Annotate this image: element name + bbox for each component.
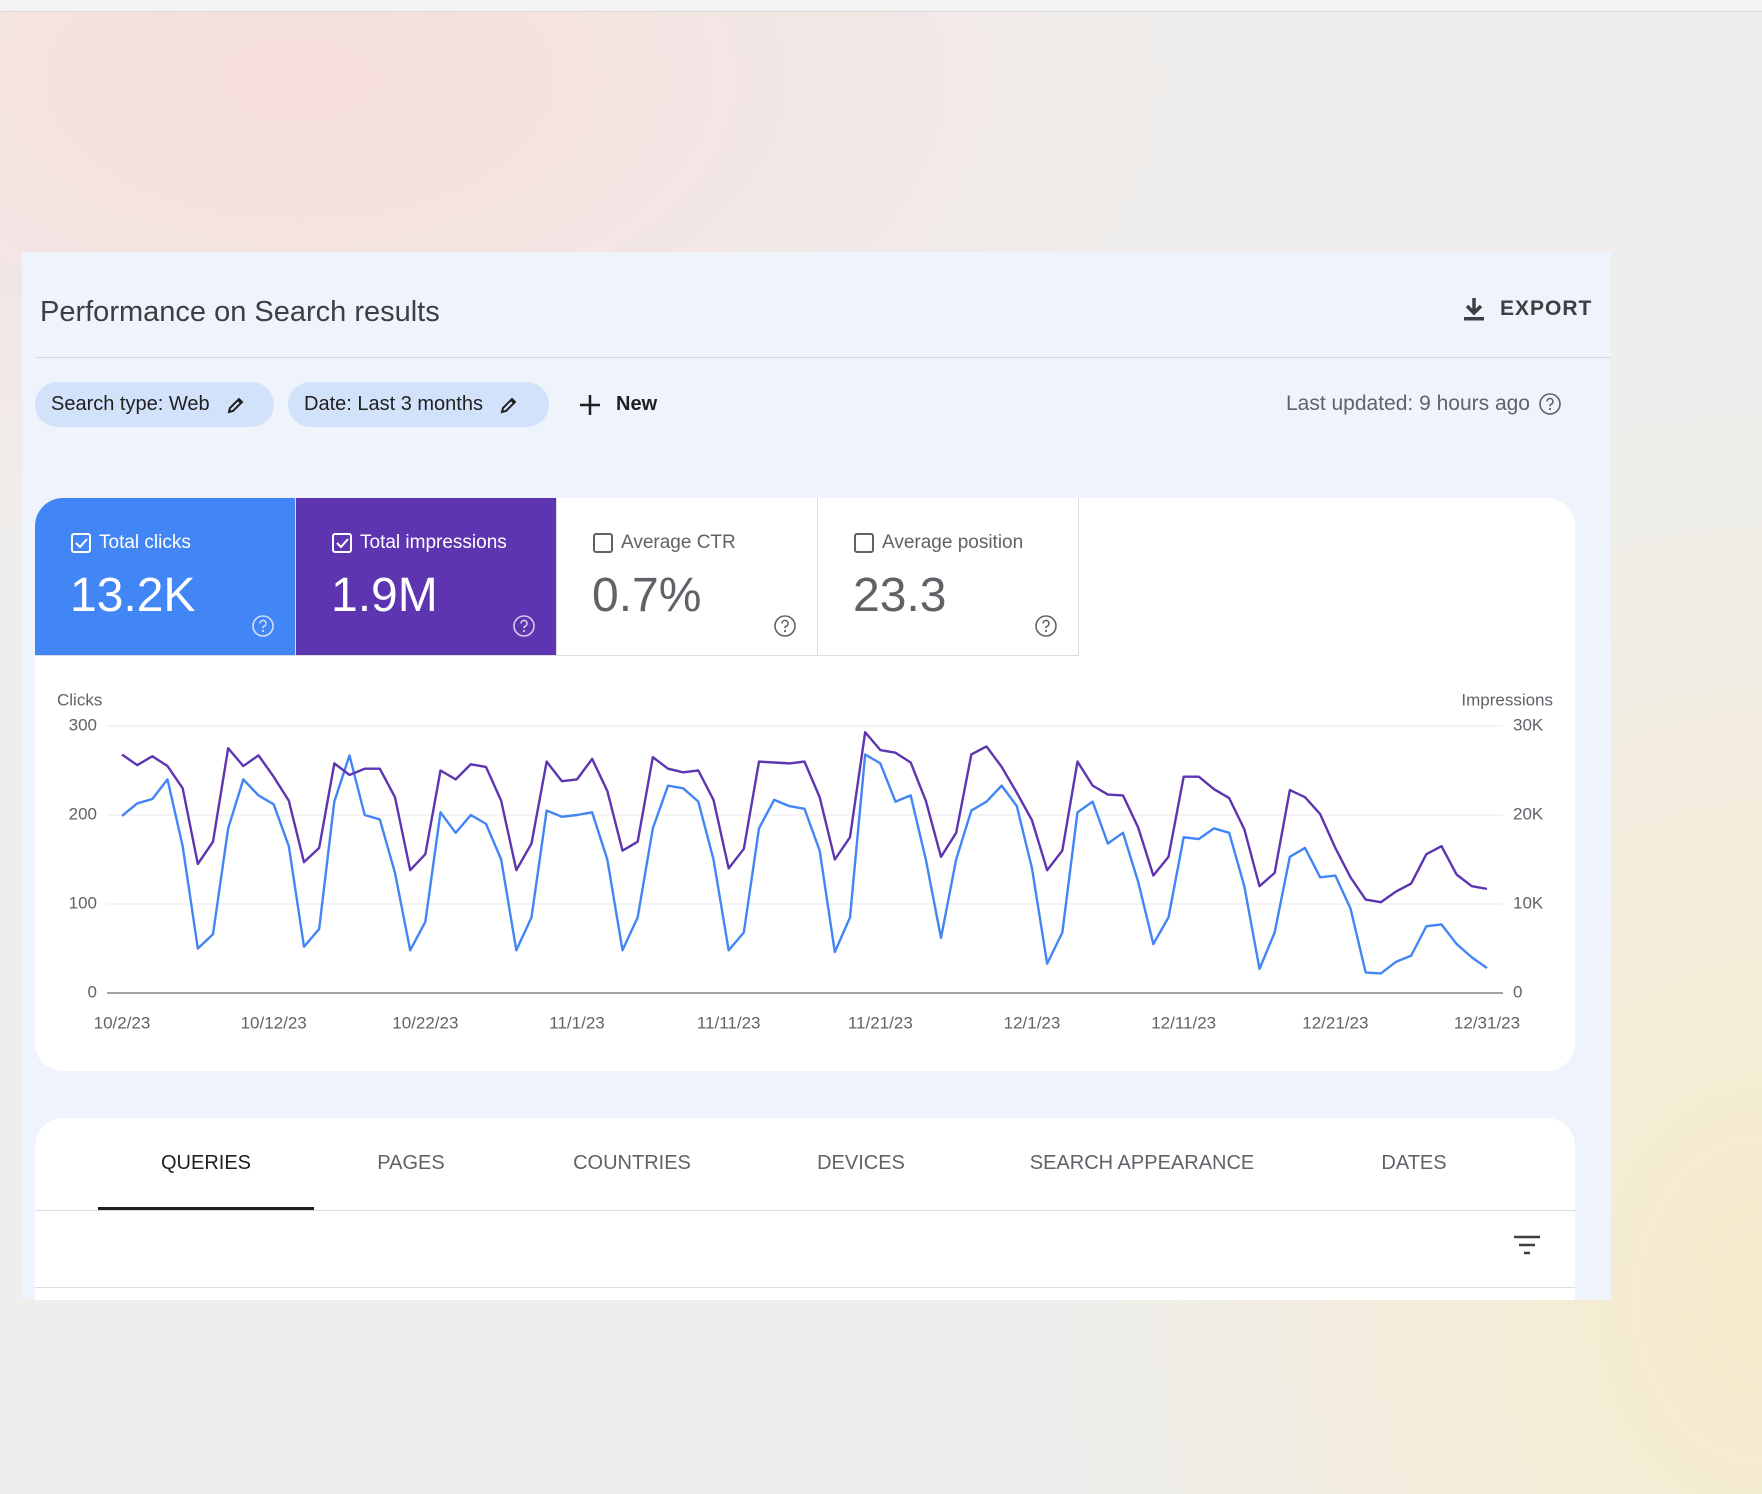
- tab[interactable]: DATES: [1381, 1152, 1447, 1174]
- help-dot: [783, 629, 787, 633]
- x-tick-label: 11/11/23: [697, 1013, 761, 1032]
- filter-icon[interactable]: [1513, 1234, 1541, 1256]
- x-tick-label: 11/21/23: [848, 1013, 913, 1032]
- help-mark: [259, 619, 267, 629]
- y-tick-label: 300: [69, 715, 97, 734]
- metric-value: 13.2K: [70, 569, 196, 622]
- y2-tick-label: 0: [1513, 982, 1522, 1001]
- x-tick-label: 10/2/23: [94, 1013, 151, 1032]
- help-circle: [1035, 615, 1057, 637]
- help-circle: [513, 615, 535, 637]
- series-line: [121, 731, 1488, 904]
- tab-underline: [98, 1207, 314, 1210]
- edit-icon: [227, 397, 244, 413]
- new-label: New: [616, 393, 658, 415]
- metric-label: Total impressions: [360, 532, 507, 553]
- y2-tick-label: 30K: [1513, 715, 1544, 734]
- y2-axis-label: Impressions: [1461, 690, 1553, 709]
- tab[interactable]: SEARCH APPEARANCE: [1029, 1152, 1255, 1174]
- new-filter-button[interactable]: New: [578, 382, 657, 427]
- tab[interactable]: QUERIES: [160, 1152, 252, 1174]
- x-tick-label: 10/12/23: [241, 1013, 307, 1032]
- checkbox-box: [71, 533, 91, 553]
- top-bar: [0, 0, 1762, 12]
- metric-value: 0.7%: [592, 569, 702, 622]
- metric-label: Average CTR: [621, 532, 736, 553]
- filter-chip[interactable]: Date: Last 3 months: [288, 382, 549, 427]
- checkbox-box: [593, 533, 613, 553]
- x-tick-label: 11/1/23: [549, 1013, 604, 1032]
- help-mark: [781, 619, 789, 629]
- last-updated-text: Last updated: 9 hours ago: [1285, 392, 1530, 415]
- tab-divider: [35, 1210, 1575, 1211]
- divider: [35, 357, 1611, 358]
- y-tick-label: 200: [69, 804, 97, 823]
- help-icon[interactable]: [251, 614, 275, 638]
- help-icon[interactable]: [512, 614, 536, 638]
- x-tick-label: 10/22/23: [392, 1013, 458, 1032]
- metric-value: 1.9M: [331, 569, 438, 622]
- checkbox-box: [854, 533, 874, 553]
- help-icon[interactable]: [773, 614, 797, 638]
- y2-tick-label: 10K: [1513, 893, 1544, 912]
- export-label: EXPORT: [1500, 297, 1593, 320]
- x-tick-label: 12/1/23: [1004, 1013, 1061, 1032]
- y-axis-label: Clicks: [57, 690, 102, 709]
- metric-card[interactable]: Average CTR 0.7%: [557, 498, 818, 656]
- help-dot: [261, 629, 265, 633]
- help-circle: [252, 615, 274, 637]
- table-divider: [35, 1287, 1575, 1288]
- chip-label: Date: Last 3 months: [304, 393, 483, 415]
- help-icon[interactable]: [1034, 614, 1058, 638]
- checkbox: [593, 533, 613, 553]
- tab[interactable]: PAGES: [377, 1152, 445, 1174]
- download-icon: [1464, 298, 1484, 321]
- metric-card[interactable]: Average position 23.3: [818, 498, 1079, 656]
- checkbox: [854, 533, 874, 553]
- checkbox-box: [332, 533, 352, 553]
- help-circle: [774, 615, 796, 637]
- series-line: [121, 753, 1488, 975]
- checkbox: [71, 533, 91, 553]
- help-mark: [520, 619, 528, 629]
- x-tick-label: 12/11/23: [1151, 1013, 1216, 1032]
- checkbox-check: [75, 538, 88, 549]
- y2-tick-label: 20K: [1513, 804, 1544, 823]
- chip-label: Search type: Web: [51, 393, 210, 415]
- y-tick-label: 0: [88, 982, 97, 1001]
- edit-icon: [500, 397, 517, 413]
- help-dot: [1044, 629, 1048, 633]
- metric-card[interactable]: Total impressions 1.9M: [296, 498, 557, 656]
- help-dot: [522, 629, 526, 633]
- x-tick-label: 12/31/23: [1454, 1013, 1520, 1032]
- tab[interactable]: COUNTRIES: [573, 1152, 691, 1174]
- export-button[interactable]: EXPORT: [1462, 296, 1592, 322]
- metric-card[interactable]: Total clicks 13.2K: [35, 498, 296, 656]
- y-tick-label: 100: [69, 893, 97, 912]
- chart-card: Total clicks 13.2K Total impressions 1.9M Av…: [35, 498, 1575, 1071]
- chart: Clicks Impressions 0 100 200 300 0 10K 20K 30K 10/…: [57, 690, 1553, 1032]
- page-title: Performance on Search results: [40, 296, 440, 328]
- metric-label: Average position: [882, 532, 1024, 553]
- x-tick-label: 12/21/23: [1302, 1013, 1368, 1032]
- checkbox-check: [336, 538, 349, 549]
- help-icon[interactable]: [1538, 392, 1562, 416]
- help-mark: [1042, 619, 1050, 629]
- tab[interactable]: DEVICES: [817, 1152, 905, 1174]
- checkbox: [332, 533, 352, 553]
- plus-icon: [580, 394, 600, 415]
- filter-chip[interactable]: Search type: Web: [35, 382, 274, 427]
- tab-card: QUERIES PAGES COUNTRIES DEVICES SEARCH APPEA…: [35, 1118, 1575, 1300]
- metric-label: Total clicks: [99, 532, 191, 553]
- metric-value: 23.3: [853, 569, 947, 622]
- last-updated: Last updated: 9 hours ago: [1286, 392, 1562, 416]
